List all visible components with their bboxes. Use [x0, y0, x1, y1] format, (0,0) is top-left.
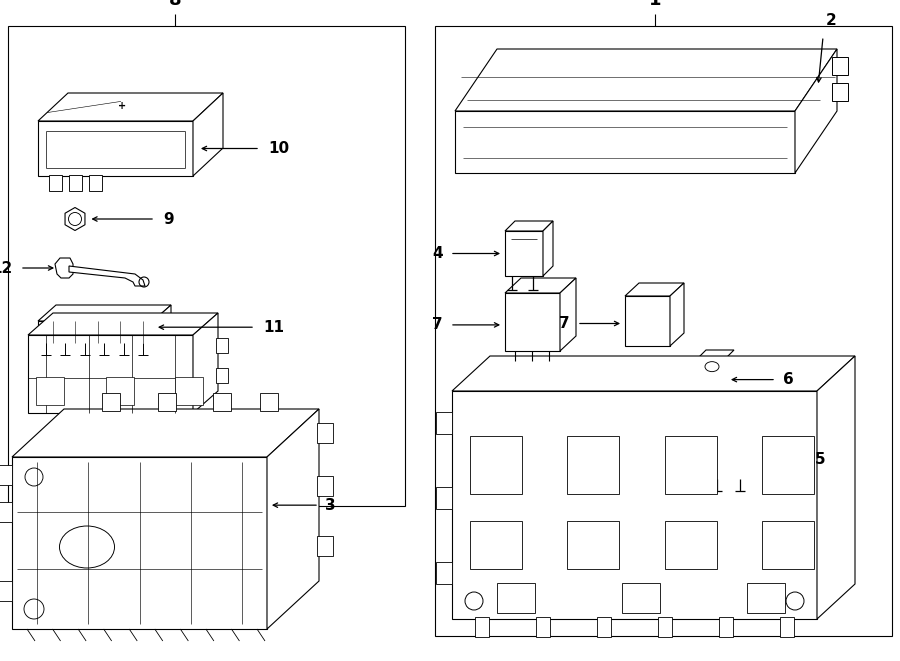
Bar	[216, 368, 228, 383]
Polygon shape	[193, 93, 223, 176]
Text: 1: 1	[649, 0, 662, 9]
Bar	[0, 502, 12, 522]
Bar	[665, 521, 716, 569]
Bar	[435, 26, 892, 636]
Polygon shape	[65, 208, 85, 231]
Bar	[436, 562, 452, 584]
Polygon shape	[38, 121, 193, 176]
Polygon shape	[710, 439, 748, 479]
Polygon shape	[452, 356, 855, 391]
Bar	[105, 377, 133, 405]
Bar	[436, 487, 452, 509]
Bar	[475, 617, 489, 637]
Bar	[658, 617, 672, 637]
Bar	[470, 521, 522, 569]
Text: 9: 9	[163, 212, 174, 227]
Polygon shape	[28, 335, 193, 413]
Bar	[36, 377, 64, 405]
Text: 11: 11	[263, 320, 284, 334]
Bar	[103, 393, 121, 411]
Text: 2: 2	[826, 13, 837, 28]
Polygon shape	[625, 283, 684, 296]
Polygon shape	[69, 266, 145, 286]
Polygon shape	[193, 313, 218, 413]
Text: 3: 3	[325, 498, 336, 513]
Bar	[259, 393, 277, 411]
Bar	[317, 423, 333, 443]
Bar	[622, 583, 660, 613]
Text: 10: 10	[268, 141, 289, 156]
Bar	[69, 175, 82, 191]
Text: 6: 6	[783, 372, 794, 387]
Bar	[597, 617, 611, 637]
Polygon shape	[817, 356, 855, 619]
Bar	[719, 617, 733, 637]
Bar	[567, 521, 619, 569]
Bar	[497, 583, 535, 613]
Polygon shape	[505, 293, 560, 351]
Polygon shape	[38, 321, 153, 343]
Polygon shape	[12, 409, 319, 457]
Bar	[436, 412, 452, 434]
Bar	[317, 476, 333, 496]
Polygon shape	[795, 49, 837, 173]
Polygon shape	[698, 350, 734, 358]
Polygon shape	[455, 111, 795, 173]
Text: 4: 4	[432, 246, 443, 261]
Polygon shape	[748, 429, 758, 479]
Polygon shape	[55, 258, 73, 278]
Polygon shape	[28, 313, 218, 335]
Text: 12: 12	[0, 260, 13, 276]
Polygon shape	[670, 283, 684, 346]
Bar	[216, 338, 228, 352]
Polygon shape	[505, 231, 543, 276]
Bar	[0, 581, 12, 601]
Polygon shape	[12, 457, 267, 629]
Bar	[212, 393, 230, 411]
Text: 7: 7	[560, 316, 570, 331]
Bar	[762, 436, 814, 494]
Polygon shape	[698, 358, 726, 406]
Text: 8: 8	[168, 0, 181, 9]
Text: 5: 5	[815, 451, 825, 467]
Polygon shape	[505, 278, 576, 293]
Polygon shape	[38, 305, 171, 321]
Polygon shape	[560, 278, 576, 351]
Polygon shape	[455, 49, 837, 111]
Bar	[470, 436, 522, 494]
Bar	[8, 26, 405, 506]
Bar	[0, 465, 12, 485]
Bar	[158, 393, 176, 411]
Polygon shape	[38, 93, 223, 121]
Polygon shape	[452, 391, 817, 619]
Text: +: +	[118, 100, 126, 110]
Polygon shape	[153, 305, 171, 343]
Polygon shape	[710, 429, 758, 439]
Text: 7: 7	[432, 317, 443, 332]
Bar	[832, 57, 848, 75]
Polygon shape	[505, 221, 553, 231]
Bar	[89, 175, 102, 191]
Bar	[780, 617, 794, 637]
Polygon shape	[625, 296, 670, 346]
Bar	[175, 377, 203, 405]
Bar	[762, 521, 814, 569]
Bar	[49, 175, 62, 191]
Polygon shape	[267, 409, 319, 629]
Bar	[317, 536, 333, 556]
Bar	[665, 436, 716, 494]
Bar	[567, 436, 619, 494]
Bar	[747, 583, 785, 613]
Bar	[536, 617, 550, 637]
Polygon shape	[543, 221, 553, 276]
Bar	[832, 83, 848, 101]
